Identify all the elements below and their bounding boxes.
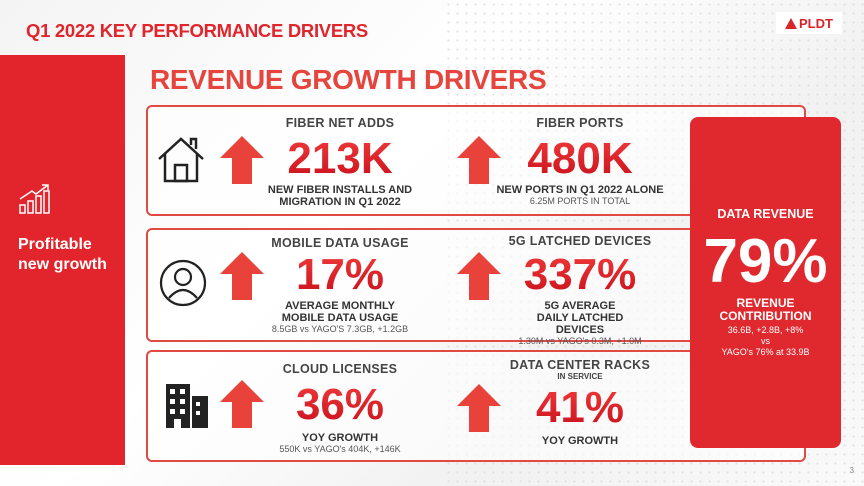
metric-value: 17% xyxy=(250,252,430,298)
up-arrow-icon xyxy=(220,252,264,300)
building-icon xyxy=(166,384,208,428)
metric-title: 5G LATCHED DEVICES xyxy=(508,234,652,248)
metric-note: 6.25M PORTS IN TOTAL xyxy=(529,196,631,206)
metric-note: 1.30M vs YAGO's 0.3M, +1.0M xyxy=(518,336,642,346)
metric-subtitle: YOY GROWTH xyxy=(301,432,379,444)
metric-title: CLOUD LICENSES xyxy=(282,362,398,376)
metric-title: DATA CENTER RACKS xyxy=(509,358,651,372)
metric-title: MOBILE DATA USAGE xyxy=(271,236,409,250)
metric-value: 337% xyxy=(490,252,670,298)
metric-subtitle: AVERAGE MONTHLY MOBILE DATA USAGE xyxy=(281,300,399,324)
metric-value: 480K xyxy=(490,136,670,182)
page-header: Q1 2022 KEY PERFORMANCE DRIVERS xyxy=(26,20,368,41)
metric-value: 36% xyxy=(250,382,430,428)
logo-text: PLDT xyxy=(799,15,833,31)
house-icon xyxy=(158,137,204,183)
metric-value: 41% xyxy=(490,385,670,431)
metric-title: FIBER NET ADDS xyxy=(285,116,395,130)
growth-chart-icon xyxy=(19,184,50,214)
metric-subtitle: 5G AVERAGE DAILY LATCHED DEVICES xyxy=(536,300,624,336)
metric-data-center-racks: DATA CENTER RACKS IN SERVICE 41% YOY GRO… xyxy=(490,358,670,447)
metric-mobile-data-usage: MOBILE DATA USAGE 17% AVERAGE MONTHLY MO… xyxy=(250,236,430,334)
card-detail-line: 36.6B, +2.8B, +8% xyxy=(727,325,804,335)
metric-note: 8.5GB vs YAGO'S 7.3GB, +1.2GB xyxy=(271,324,409,334)
up-arrow-icon xyxy=(220,136,264,184)
left-sidebar: Profitable new growth xyxy=(0,55,125,465)
pldt-logo: PLDT xyxy=(776,12,842,34)
user-icon xyxy=(159,259,207,307)
card-label: REVENUE CONTRIBUTION xyxy=(719,296,812,323)
sidebar-label: Profitable new growth xyxy=(18,236,107,273)
metric-5g-latched-devices: 5G LATCHED DEVICES 337% 5G AVERAGE DAILY… xyxy=(490,234,670,346)
metric-subtitle: YOY GROWTH xyxy=(541,435,619,447)
card-detail: 36.6B, +2.8B, +8% vs YAGO's 76% at 33.9B xyxy=(690,325,841,358)
metric-cloud-licenses: CLOUD LICENSES 36% YOY GROWTH 550K vs YA… xyxy=(250,362,430,454)
metric-subtitle: NEW FIBER INSTALLS AND MIGRATION IN Q1 2… xyxy=(267,184,413,208)
metric-value: 213K xyxy=(250,136,430,182)
card-detail-line: YAGO's 76% at 33.9B xyxy=(721,347,810,357)
up-arrow-icon xyxy=(457,384,501,432)
section-title: REVENUE GROWTH DRIVERS xyxy=(150,64,547,95)
up-arrow-icon xyxy=(457,136,501,184)
card-title: DATA REVENUE xyxy=(717,207,814,221)
metric-fiber-net-adds: FIBER NET ADDS 213K NEW FIBER INSTALLS A… xyxy=(250,116,430,208)
metric-title: FIBER PORTS xyxy=(536,116,624,130)
up-arrow-icon xyxy=(220,380,264,428)
metric-qualifier: IN SERVICE xyxy=(557,372,603,381)
logo-triangle-icon xyxy=(785,17,798,29)
data-revenue-card: DATA REVENUE 79% REVENUE CONTRIBUTION 36… xyxy=(690,117,841,448)
card-detail-line: vs xyxy=(761,336,770,346)
card-value: 79% xyxy=(703,227,828,296)
metric-subtitle: NEW PORTS IN Q1 2022 ALONE xyxy=(496,184,664,196)
metric-note: 550K vs YAGO's 404K, +146K xyxy=(279,444,401,454)
up-arrow-icon xyxy=(457,252,501,300)
page-number: 3 xyxy=(849,466,854,475)
metric-fiber-ports: FIBER PORTS 480K NEW PORTS IN Q1 2022 AL… xyxy=(490,116,670,206)
